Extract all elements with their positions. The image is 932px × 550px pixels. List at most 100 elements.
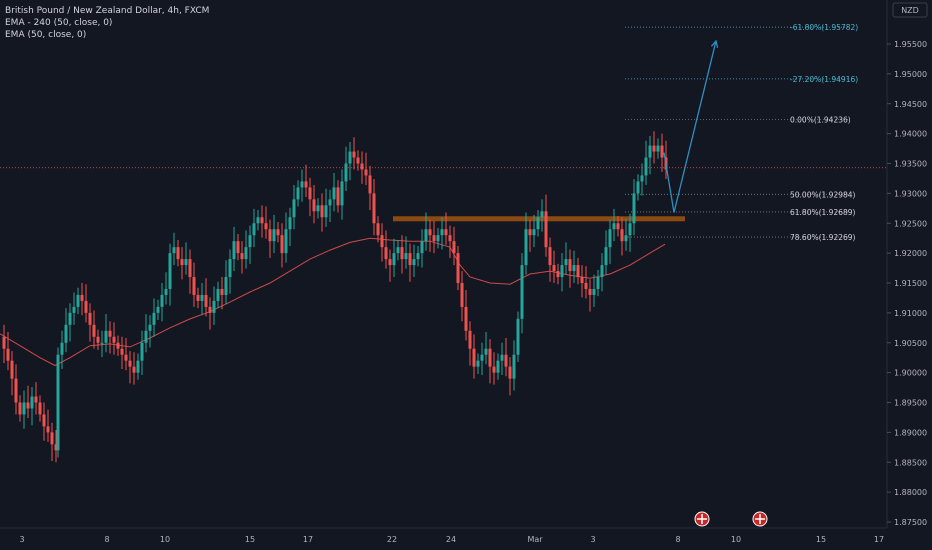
candle-body <box>364 169 368 176</box>
time-tick-label: Mar <box>527 535 543 544</box>
candle-body <box>340 181 344 206</box>
indicator-ema-240[interactable]: EMA - 240 (50, close, 0) <box>5 18 113 28</box>
candle-body <box>436 235 440 242</box>
current-price-line: 1.9342903:36:05 <box>0 159 932 182</box>
candle-body <box>636 181 640 194</box>
candle-body <box>492 366 496 373</box>
candle-body <box>26 402 30 409</box>
candle-body <box>552 265 556 272</box>
candle-body <box>484 348 488 355</box>
candle-body <box>38 402 42 415</box>
price-tick-label: 1.93500 <box>894 160 927 169</box>
symbol-title[interactable]: British Pound / New Zealand Dollar, 4h, … <box>5 6 210 16</box>
projection-path[interactable] <box>663 40 717 213</box>
price-tick-label: 1.90500 <box>894 339 927 348</box>
fibonacci-retracement: -61.80%(1.95782) -27.20%(1.94916) 0.00%(1.… <box>625 23 858 242</box>
candle-body <box>332 187 336 200</box>
candle-body <box>644 157 648 176</box>
candle-body <box>452 241 456 254</box>
candle-body <box>396 247 400 254</box>
candle-body <box>476 360 480 367</box>
candle-body <box>624 235 628 242</box>
time-tick-label: 10 <box>731 535 741 544</box>
candle-body <box>14 378 18 403</box>
uk-flag-event-icon[interactable] <box>694 511 710 527</box>
fib-label: 78.60%(1.92269) <box>790 233 856 242</box>
candle-body <box>632 193 636 224</box>
candle-body <box>240 253 244 260</box>
candle-body <box>296 187 300 200</box>
candle-body <box>308 187 312 200</box>
candlesticks <box>2 131 668 463</box>
candle-body <box>268 229 272 242</box>
uk-flag-event-icon[interactable] <box>752 511 768 527</box>
candle-body <box>400 247 404 260</box>
candle-body <box>204 294 208 307</box>
candle-body <box>536 217 540 230</box>
candle-body <box>656 145 660 152</box>
indicator-ema[interactable]: EMA (50, close, 0) <box>5 30 87 40</box>
price-tick-label: 1.89000 <box>894 428 927 437</box>
candle-body <box>30 396 34 409</box>
candle-body <box>660 145 664 158</box>
candle-body <box>232 241 236 260</box>
fib-label: 61.80%(1.92689) <box>790 208 856 217</box>
candle-body <box>368 175 372 194</box>
candle-body <box>54 444 58 451</box>
chart-legend: British Pound / New Zealand Dollar, 4h, … <box>5 5 209 41</box>
candle-body <box>588 288 592 295</box>
fib-label: 50.00%(1.92984) <box>790 190 856 199</box>
candle-body <box>444 229 448 236</box>
price-tick-label: 1.87500 <box>894 518 927 527</box>
currency-label[interactable]: NZD <box>901 6 919 15</box>
time-axis-bg <box>0 528 932 550</box>
candle-body <box>252 223 256 236</box>
candle-body <box>496 360 500 373</box>
candle-body <box>284 229 288 254</box>
candle-body <box>432 235 436 242</box>
candle-body <box>500 354 504 361</box>
candle-body <box>512 354 516 379</box>
candle-body <box>56 354 60 451</box>
price-tick-label: 1.88000 <box>894 488 927 497</box>
candle-body <box>160 294 164 307</box>
candle-body <box>6 348 10 361</box>
candle-body <box>520 265 524 319</box>
candle-body <box>540 211 544 218</box>
price-axis: 1.95500 1.95000 1.94500 1.94000 1.93500 1.930… <box>886 0 932 550</box>
candle-body <box>652 145 656 152</box>
candle-body <box>336 187 340 206</box>
price-tick-label: 1.95000 <box>894 70 927 79</box>
candle-body <box>464 306 468 331</box>
candle-body <box>424 229 428 242</box>
candle-body <box>328 199 332 206</box>
candle-body <box>580 277 584 283</box>
time-tick-label: 8 <box>104 535 109 544</box>
candle-body <box>260 217 264 224</box>
projection-arrowhead <box>710 39 719 48</box>
candle-body <box>196 294 200 301</box>
candle-body <box>212 300 216 313</box>
candle-body <box>100 342 104 344</box>
candle-body <box>620 229 624 242</box>
candle-body <box>132 366 136 373</box>
fib-label: 0.00%(1.94236) <box>790 116 851 125</box>
candle-body <box>80 294 84 301</box>
candle-body <box>420 241 424 254</box>
fib-label: -61.80%(1.95782) <box>790 23 858 32</box>
candle-body <box>92 324 96 337</box>
currency-box[interactable] <box>892 2 928 18</box>
candle-body <box>68 312 72 325</box>
candle-body <box>380 235 384 248</box>
candle-body <box>592 288 596 295</box>
candle-body <box>112 336 116 343</box>
candle-body <box>532 229 536 236</box>
candle-body <box>264 223 268 230</box>
fib-label: -27.20%(1.94916) <box>790 75 858 84</box>
candle-body <box>272 229 276 242</box>
ema-line <box>0 237 666 367</box>
price-tick-label: 1.94000 <box>894 130 927 139</box>
candle-body <box>244 247 248 260</box>
candle-body <box>612 223 616 230</box>
